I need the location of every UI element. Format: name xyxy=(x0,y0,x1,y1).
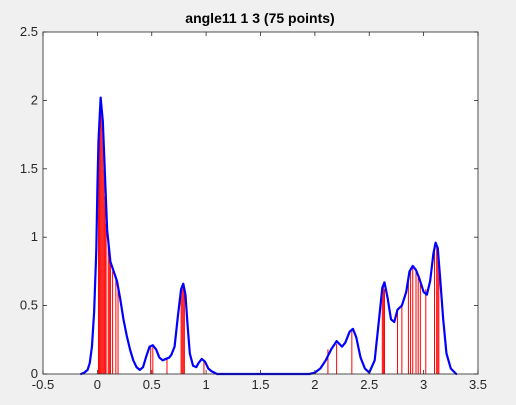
x-tick-label: 2 xyxy=(311,377,318,392)
y-tick-label: 1 xyxy=(31,229,38,244)
density-curve xyxy=(79,96,458,376)
y-axis: 0 0.5 1 1.5 2 2.5 xyxy=(20,24,478,381)
stem-series xyxy=(97,100,440,374)
y-tick-label: 2 xyxy=(31,92,38,107)
y-tick-label: 0.5 xyxy=(20,298,38,313)
curve-series xyxy=(79,96,458,376)
x-tick-label: 3.5 xyxy=(469,377,487,392)
chart-title: angle11 1 3 (75 points) xyxy=(185,10,334,26)
x-tick-label: 1.5 xyxy=(251,377,269,392)
x-tick-label: 0.5 xyxy=(143,377,161,392)
y-tick-label: 0 xyxy=(31,366,38,381)
x-tick-label: 2.5 xyxy=(360,377,378,392)
x-tick-label: 3 xyxy=(420,377,427,392)
x-axis: -0.5 0 0.5 1 1.5 2 2.5 3 3.5 xyxy=(32,32,487,392)
y-tick-label: 2.5 xyxy=(20,24,38,39)
x-tick-label: 0 xyxy=(94,377,101,392)
y-tick-label: 1.5 xyxy=(20,161,38,176)
x-tick-label: 1 xyxy=(203,377,210,392)
x-tick-label: -0.5 xyxy=(32,377,54,392)
